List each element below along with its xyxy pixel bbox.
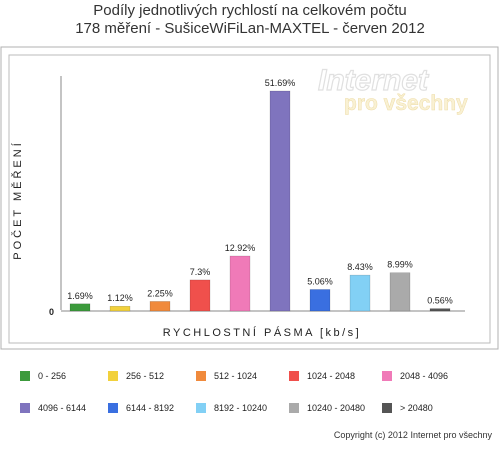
bar-value-label-4: 12.92%: [225, 243, 256, 253]
legend-label-8: 10240 - 20480: [307, 403, 366, 413]
legend-swatch-4: [382, 371, 392, 381]
bar-series: 1.69% 1.12% 2.25% 7.3% 12.92% 51.69% 5.06% 8.43…: [67, 78, 453, 312]
legend-label-9: > 20480: [400, 403, 433, 413]
y-tick-label: 0: [49, 307, 54, 317]
legend-swatch-6: [108, 403, 118, 413]
bar-3: [189, 279, 211, 312]
bar-6: [309, 289, 331, 312]
legend-swatch-3: [289, 371, 299, 381]
chart-subtitle: 178 měření - SušiceWiFiLan-MAXTEL - červ…: [75, 20, 425, 37]
legend-label-2: 512 - 1024: [214, 371, 258, 381]
copyright-text: Copyright (c) 2012 Internet pro všechny: [333, 430, 492, 440]
legend-item-0: 0 - 256: [20, 371, 66, 381]
bar-2: [149, 301, 171, 312]
watermark-line1: Internet: [318, 64, 430, 97]
legend-swatch-1: [108, 371, 118, 381]
y-axis-label: POČET MĚŘENÍ: [11, 140, 24, 260]
legend-label-7: 8192 - 10240: [214, 403, 268, 413]
bar-4: [229, 255, 251, 312]
legend-label-3: 1024 - 2048: [307, 371, 356, 381]
legend-item-7: 8192 - 10240: [196, 403, 267, 413]
watermark-logo: Internet pro všechny: [317, 63, 468, 115]
bar-value-label-6: 5.06%: [307, 276, 333, 286]
legend-item-4: 2048 - 4096: [382, 371, 448, 381]
bar-9: [429, 308, 451, 312]
bar-8: [389, 272, 411, 312]
bar-0: [69, 303, 91, 312]
legend-item-1: 256 - 512: [108, 371, 164, 381]
bar-5: [269, 90, 291, 312]
legend-swatch-2: [196, 371, 206, 381]
bar-value-label-2: 2.25%: [147, 288, 173, 298]
legend-swatch-9: [382, 403, 392, 413]
legend-label-4: 2048 - 4096: [400, 371, 449, 381]
chart-title: Podíly jednotlivých rychlostí na celkové…: [93, 2, 407, 19]
x-axis-label: RYCHLOSTNÍ PÁSMA [kb/s]: [163, 326, 362, 339]
bar-value-label-3: 7.3%: [190, 267, 211, 277]
bar-value-label-7: 8.43%: [347, 262, 373, 272]
legend-swatch-8: [289, 403, 299, 413]
legend-label-6: 6144 - 8192: [126, 403, 175, 413]
legend-item-9: > 20480: [382, 403, 433, 413]
legend-item-3: 1024 - 2048: [289, 371, 355, 381]
bar-value-label-0: 1.69%: [67, 291, 93, 301]
legend-swatch-7: [196, 403, 206, 413]
legend-item-8: 10240 - 20480: [289, 403, 365, 413]
bar-value-label-1: 1.12%: [107, 293, 133, 303]
legend-label-0: 0 - 256: [38, 371, 67, 381]
bar-7: [349, 274, 371, 312]
bar-value-label-5: 51.69%: [265, 78, 296, 88]
legend-item-2: 512 - 1024: [196, 371, 257, 381]
legend-label-5: 4096 - 6144: [38, 403, 87, 413]
bar-1: [109, 305, 131, 312]
legend-swatch-5: [20, 403, 30, 413]
legend-item-6: 6144 - 8192: [108, 403, 174, 413]
bar-value-label-8: 8.99%: [387, 260, 413, 270]
legend-item-5: 4096 - 6144: [20, 403, 86, 413]
bar-value-label-9: 0.56%: [427, 296, 453, 306]
legend-label-1: 256 - 512: [126, 371, 165, 381]
watermark-line2: pro všechny: [344, 92, 468, 115]
legend-swatch-0: [20, 371, 30, 381]
